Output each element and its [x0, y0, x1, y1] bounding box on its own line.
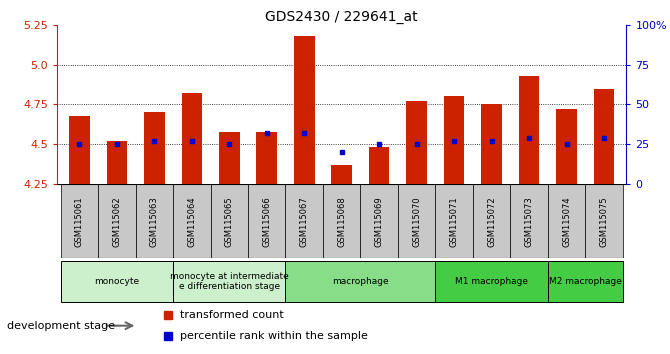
- Bar: [69, 116, 90, 184]
- Bar: [594, 88, 614, 184]
- Text: GSM115073: GSM115073: [525, 196, 533, 247]
- Bar: [369, 147, 389, 184]
- Text: GSM115063: GSM115063: [150, 196, 159, 247]
- Text: GSM115071: GSM115071: [450, 196, 458, 247]
- FancyBboxPatch shape: [360, 184, 398, 258]
- Text: GSM115064: GSM115064: [188, 196, 196, 247]
- FancyBboxPatch shape: [61, 184, 98, 258]
- FancyBboxPatch shape: [436, 184, 473, 258]
- Text: GSM115066: GSM115066: [262, 196, 271, 247]
- Text: GSM115069: GSM115069: [375, 196, 384, 247]
- Bar: [144, 113, 165, 184]
- Text: GSM115075: GSM115075: [600, 196, 608, 247]
- FancyBboxPatch shape: [285, 184, 323, 258]
- Bar: [556, 109, 577, 184]
- Text: monocyte at intermediate
e differentiation stage: monocyte at intermediate e differentiati…: [170, 272, 289, 291]
- FancyBboxPatch shape: [210, 184, 248, 258]
- Text: GSM115061: GSM115061: [75, 196, 84, 247]
- Text: monocyte: monocyte: [94, 277, 139, 286]
- Bar: [519, 76, 539, 184]
- Text: GSM115070: GSM115070: [412, 196, 421, 247]
- FancyBboxPatch shape: [398, 184, 436, 258]
- FancyBboxPatch shape: [173, 261, 285, 302]
- Bar: [481, 104, 502, 184]
- Bar: [294, 36, 314, 184]
- Text: M1 macrophage: M1 macrophage: [455, 277, 528, 286]
- Text: M2 macrophage: M2 macrophage: [549, 277, 622, 286]
- FancyBboxPatch shape: [323, 184, 360, 258]
- Text: GSM115074: GSM115074: [562, 196, 571, 247]
- Bar: [406, 101, 427, 184]
- FancyBboxPatch shape: [285, 261, 436, 302]
- Title: GDS2430 / 229641_at: GDS2430 / 229641_at: [265, 10, 418, 24]
- FancyBboxPatch shape: [135, 184, 173, 258]
- Bar: [444, 97, 464, 184]
- Text: development stage: development stage: [7, 321, 115, 331]
- FancyBboxPatch shape: [61, 261, 173, 302]
- Text: macrophage: macrophage: [332, 277, 389, 286]
- Bar: [182, 93, 202, 184]
- Bar: [332, 165, 352, 184]
- Text: GSM115062: GSM115062: [113, 196, 121, 247]
- Text: GSM115072: GSM115072: [487, 196, 496, 247]
- FancyBboxPatch shape: [98, 184, 135, 258]
- FancyBboxPatch shape: [473, 184, 511, 258]
- FancyBboxPatch shape: [548, 261, 622, 302]
- FancyBboxPatch shape: [248, 184, 285, 258]
- Bar: [107, 141, 127, 184]
- Bar: [219, 132, 240, 184]
- FancyBboxPatch shape: [511, 184, 548, 258]
- FancyBboxPatch shape: [173, 184, 210, 258]
- Bar: [257, 132, 277, 184]
- Text: transformed count: transformed count: [180, 310, 283, 320]
- Text: GSM115068: GSM115068: [337, 196, 346, 247]
- FancyBboxPatch shape: [436, 261, 548, 302]
- Text: GSM115065: GSM115065: [225, 196, 234, 247]
- FancyBboxPatch shape: [548, 184, 585, 258]
- FancyBboxPatch shape: [585, 184, 622, 258]
- Text: percentile rank within the sample: percentile rank within the sample: [180, 331, 367, 341]
- Text: GSM115067: GSM115067: [299, 196, 309, 247]
